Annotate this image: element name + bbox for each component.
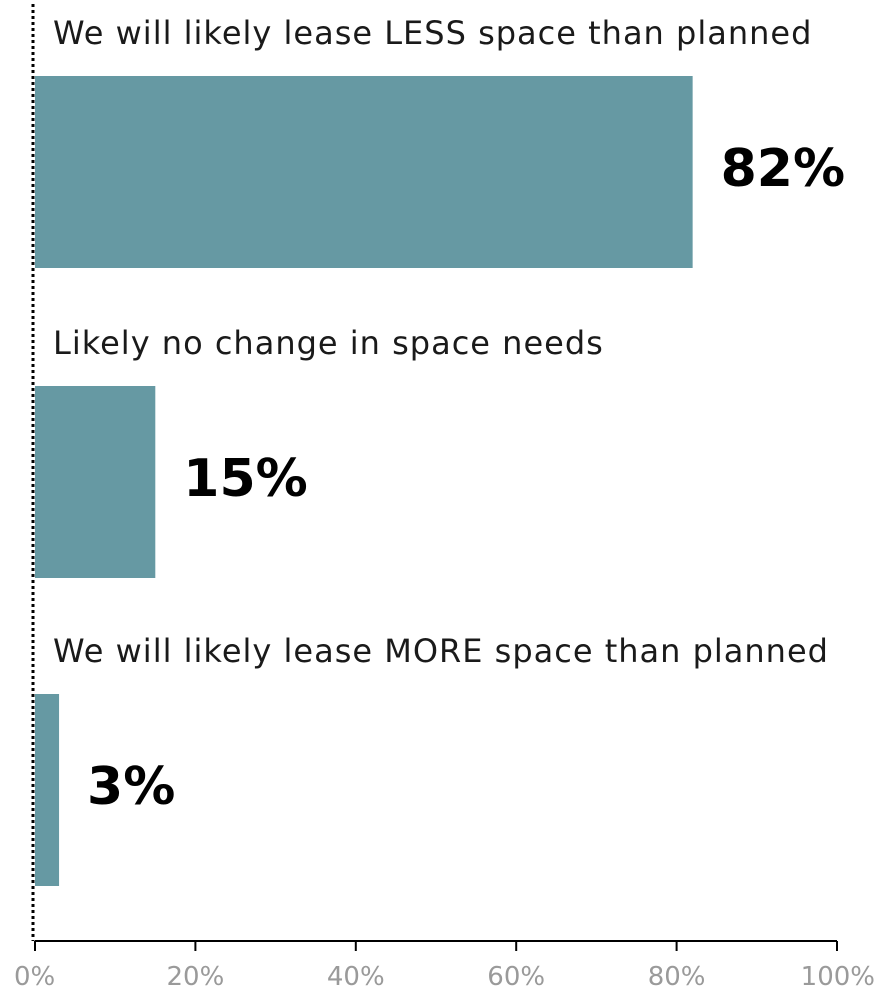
bar: [35, 386, 156, 578]
bar: [35, 694, 60, 886]
value-label: 82%: [721, 139, 845, 199]
x-tick-label: 100%: [801, 962, 875, 992]
category-label: Likely no change in space needs: [53, 324, 604, 362]
bars-layer: [35, 76, 693, 886]
category-label: We will likely lease LESS space than pla…: [53, 14, 812, 52]
value-label: 15%: [183, 449, 307, 509]
labels-layer: We will likely lease LESS space than pla…: [53, 14, 845, 817]
x-tick-label: 40%: [327, 962, 385, 992]
x-tick-label: 60%: [487, 962, 545, 992]
category-label: We will likely lease MORE space than pla…: [53, 632, 829, 670]
bar: [35, 76, 693, 268]
x-tick-label: 20%: [167, 962, 225, 992]
x-tick-label: 0%: [14, 962, 55, 992]
value-label: 3%: [87, 757, 175, 817]
x-axis-ticks: 0% 20% 40% 60% 80% 100%: [14, 941, 875, 992]
x-tick-label: 80%: [648, 962, 706, 992]
